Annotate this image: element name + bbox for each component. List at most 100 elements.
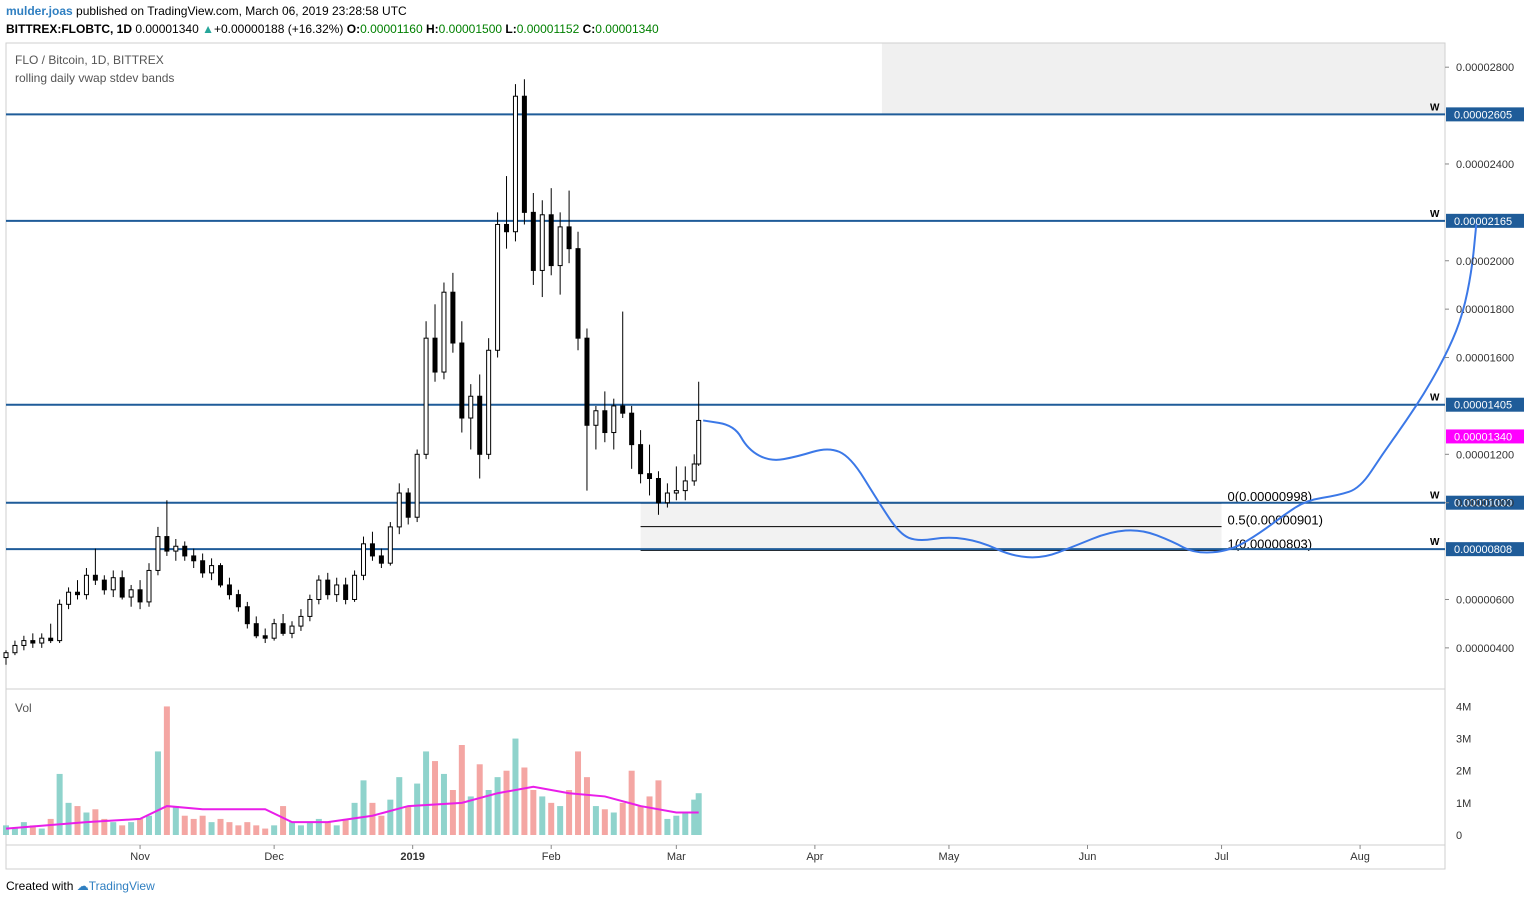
time-axis-label: Jun [1079,851,1097,863]
volume-bar [244,822,251,835]
candle-body [414,453,420,518]
candle-body [164,536,170,552]
candle-body [504,223,510,233]
volume-bar [146,815,153,835]
volume-bar [101,818,108,835]
vwap-level-tag: W [1430,537,1440,548]
candle-body [432,337,438,373]
author-link[interactable]: mulder.joas [6,4,73,18]
shaded-zone [881,43,1445,115]
candle-body [682,480,688,492]
volume-bar [280,806,287,835]
volume-bar [521,767,528,835]
candle-body [325,579,331,596]
price-axis-label: 0.00002000 [1456,256,1514,268]
volume-bar [695,793,702,835]
time-axis-label: Feb [542,851,561,863]
candle-body [539,214,545,271]
candle-body [101,579,107,591]
volume-bar [342,818,349,835]
tradingview-link[interactable]: TradingView [88,879,155,893]
volume-bar [503,770,510,835]
volume-bar [646,796,653,835]
projection-path [703,224,1478,559]
high-value: 0.00001500 [438,22,503,36]
price-axis-label: 0.00000600 [1456,594,1514,606]
candle-body [298,615,304,627]
price-change: +0.00000188 (+16.32%) [213,22,344,36]
volume-bar [253,825,260,835]
candle-body [521,95,527,213]
vwap-level-tag: W [1430,393,1440,404]
candle-body [289,625,295,634]
candle-body [575,248,581,339]
candle-body [262,635,268,639]
candle-body [218,565,224,586]
volume-bar [324,822,331,835]
chart-title: FLO / Bitcoin, 1D, BITTREX [15,53,164,67]
candle-body [441,291,447,373]
volume-bar [163,706,170,835]
candle-body [155,536,161,571]
price-label-text: 0.00001405 [1454,400,1512,412]
time-axis-label: Nov [130,851,150,863]
candle-body [655,478,661,504]
volume-bar [154,751,161,835]
candle-body [191,555,197,562]
volume-bar [172,806,179,835]
volume-ma-line [5,785,699,830]
candle-body [173,545,179,552]
candle-body [495,223,501,351]
candle-body [369,543,375,557]
high-label: H: [425,22,439,36]
volume-bar [673,815,680,835]
candle-body [30,640,36,644]
volume-bar [360,780,367,835]
time-axis-label: 2019 [400,851,424,863]
candle-body [696,419,702,465]
candle-body [307,598,313,617]
candle-body [647,473,653,480]
volume-bar [530,790,537,835]
candle-body [691,463,697,482]
volume-bar [449,790,456,835]
price-axis-label: 0.00001800 [1456,304,1514,316]
candle-body [226,584,232,596]
candle-body [673,490,679,494]
price-label-box [1446,107,1524,122]
volume-bar [458,745,465,835]
candle-body [620,405,626,414]
candle-body [21,640,27,646]
candle-body [200,560,206,574]
volume-axis-label: 0 [1456,830,1462,842]
vwap-level-tag: W [1430,209,1440,220]
vwap-level-tag: W [1430,102,1440,113]
volume-bar [56,773,63,835]
candle-body [209,565,215,574]
candle-body [75,591,81,596]
volume-bar [423,751,430,835]
volume-bar [655,780,662,835]
candle-body [253,623,259,637]
volume-bar [29,825,36,835]
volume-bar [3,825,9,835]
volume-bar [512,738,519,835]
candle-body [57,603,63,642]
price-axis-label: 0.00001200 [1456,449,1514,461]
candle-body [405,492,411,518]
fib-level-label: 0.5(0.00000901) [1228,513,1323,528]
volume-bar [110,822,117,835]
volume-axis-label: 4M [1456,701,1471,713]
volume-bar [637,806,644,835]
volume-bar [128,822,135,835]
fib-level-label: 0(0.00000998) [1228,489,1313,504]
open-label: O: [346,22,361,36]
time-axis-label: May [939,851,960,863]
volume-bar [271,825,278,835]
time-axis-label: Mar [667,851,686,863]
candle-body [39,637,45,644]
candle-body [638,444,644,475]
volume-bar [199,815,206,835]
candle-body [664,492,670,504]
